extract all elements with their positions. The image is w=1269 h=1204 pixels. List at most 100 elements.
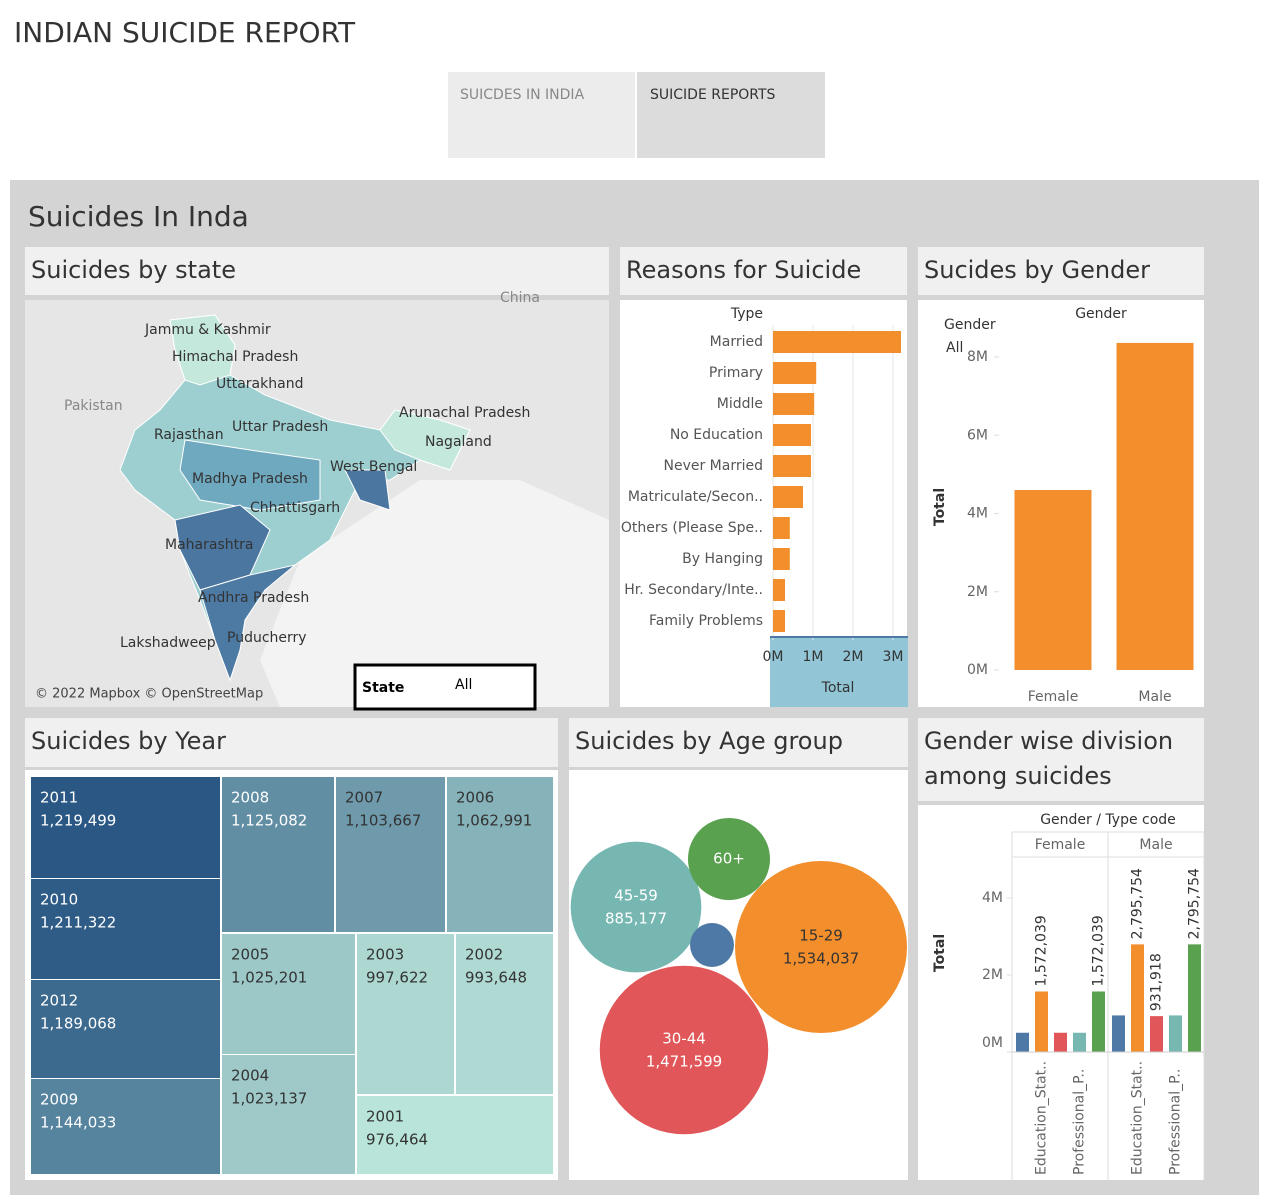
bar <box>773 517 790 539</box>
treemap-cell <box>222 934 355 1054</box>
y-tick-label: 0M <box>967 662 988 678</box>
state-label: Arunachal Pradesh <box>399 405 530 421</box>
y-axis-title: Type <box>730 306 763 322</box>
y-tick-label: Married <box>710 334 763 350</box>
cell-label: 2001 <box>366 1108 404 1126</box>
y-tick-label: 2M <box>982 967 1003 983</box>
x-axis-title: Total <box>821 680 855 696</box>
treemap-cell <box>357 934 454 1094</box>
cell-value: 993,648 <box>465 969 527 987</box>
tab[interactable] <box>448 72 635 158</box>
y-tick-label: 8M <box>967 349 988 365</box>
tab-label[interactable]: SUICDES IN INDIA <box>460 87 585 103</box>
x-tick-label: Education_Stat.. <box>1130 1061 1146 1175</box>
bar <box>773 548 790 570</box>
bar <box>773 455 811 477</box>
y-tick-label: 0M <box>982 1035 1003 1051</box>
panel-title: Sucides by Gender <box>918 247 1204 295</box>
y-axis-title: Total <box>932 488 948 526</box>
state-label: Uttarakhand <box>216 376 303 392</box>
bubble-value: 1,471,599 <box>646 1053 722 1071</box>
state-label: Lakshadweep <box>120 635 216 651</box>
bar <box>1169 1015 1182 1052</box>
map-region <box>179 439 321 511</box>
state-label: Himachal Pradesh <box>172 349 298 365</box>
treemap-cell <box>31 980 220 1078</box>
value-label: 2,795,754 <box>1130 868 1146 939</box>
x-tick-label: Professional_P.. <box>1168 1069 1184 1175</box>
x-tick-label: 1M <box>803 649 824 665</box>
cell-label: 2011 <box>40 789 78 807</box>
header: Gender / Type code <box>1040 812 1176 828</box>
cell-label: 2006 <box>456 789 494 807</box>
panel-header: Suicides by Age group <box>569 718 908 767</box>
bar <box>1073 1032 1086 1052</box>
bubble <box>690 923 734 967</box>
state-label: Uttar Pradesh <box>232 419 328 435</box>
bar <box>1054 1032 1067 1052</box>
bar <box>1112 1015 1125 1052</box>
bar <box>773 424 811 446</box>
tab-label[interactable]: SUICIDE REPORTS <box>650 87 776 103</box>
map-region <box>199 564 296 682</box>
panel-header: Reasons for Suicide <box>620 247 907 295</box>
map-region <box>379 409 471 471</box>
cell-value: 1,211,322 <box>40 914 116 932</box>
state-label: Andhra Pradesh <box>198 590 309 606</box>
bar <box>1092 991 1105 1052</box>
treemap-cell <box>357 1096 553 1174</box>
cell-label: 2012 <box>40 992 78 1010</box>
value-label: 931,918 <box>1149 953 1165 1011</box>
filter-value[interactable]: All <box>455 677 472 693</box>
bubble-label: 15-29 <box>799 927 843 945</box>
value-label: 1,572,039 <box>1091 915 1107 986</box>
y-tick-label: Primary <box>709 365 763 381</box>
x-tick-label: 2M <box>843 649 864 665</box>
tab[interactable] <box>637 72 825 158</box>
y-tick-label: 6M <box>967 427 988 443</box>
panel-header: Suicides by state <box>25 247 609 295</box>
x-tick-label: Female <box>1028 689 1079 705</box>
panel-header: Gender wise division among suicides <box>918 718 1204 801</box>
treemap-cell <box>336 777 445 932</box>
panel <box>918 805 1204 1180</box>
panel-title: Suicides by state <box>25 247 609 295</box>
y-tick-label: 4M <box>967 506 988 522</box>
state-label: Puducherry <box>227 630 307 646</box>
bubble-value: 1,534,037 <box>783 950 859 968</box>
bubble-label: 45-59 <box>614 887 658 905</box>
cell-label: 2005 <box>231 946 269 964</box>
bar <box>773 486 803 508</box>
y-tick-label: Matriculate/Secon.. <box>628 489 763 505</box>
filter-label[interactable]: State <box>362 680 404 696</box>
y-tick-label: Others (Please Spe.. <box>621 520 763 536</box>
x-tick-label: Education_Stat.. <box>1034 1061 1050 1175</box>
treemap-cell <box>456 934 553 1094</box>
x-tick-label: 0M <box>763 649 784 665</box>
y-tick-label: Hr. Secondary/Inte.. <box>624 582 763 598</box>
y-tick-label: Middle <box>717 396 763 412</box>
y-axis-title: Total <box>932 934 948 972</box>
cell-value: 1,062,991 <box>456 812 532 830</box>
cell-value: 1,144,033 <box>40 1114 116 1132</box>
cell-value: 1,125,082 <box>231 812 307 830</box>
legend-value: All <box>946 340 963 356</box>
filter-box[interactable] <box>353 663 537 711</box>
x-tick-label: 3M <box>883 649 904 665</box>
treemap-cell <box>222 1055 355 1174</box>
x-tick-label: Professional_P.. <box>1072 1069 1088 1175</box>
cell-label: 2003 <box>366 946 404 964</box>
bar <box>1150 1016 1163 1052</box>
cell-value: 1,103,667 <box>345 812 421 830</box>
x-tick-label: Male <box>1138 689 1171 705</box>
state-label: Rajasthan <box>154 427 224 443</box>
cell-label: 2002 <box>465 946 503 964</box>
y-tick-label: 4M <box>982 890 1003 906</box>
cell-label: 2010 <box>40 891 78 909</box>
cell-value: 1,023,137 <box>231 1090 307 1108</box>
panel-header: Sucides by Gender <box>918 247 1204 295</box>
bar <box>773 331 901 353</box>
cell-label: 2008 <box>231 789 269 807</box>
bubble-label: 30-44 <box>662 1030 706 1048</box>
